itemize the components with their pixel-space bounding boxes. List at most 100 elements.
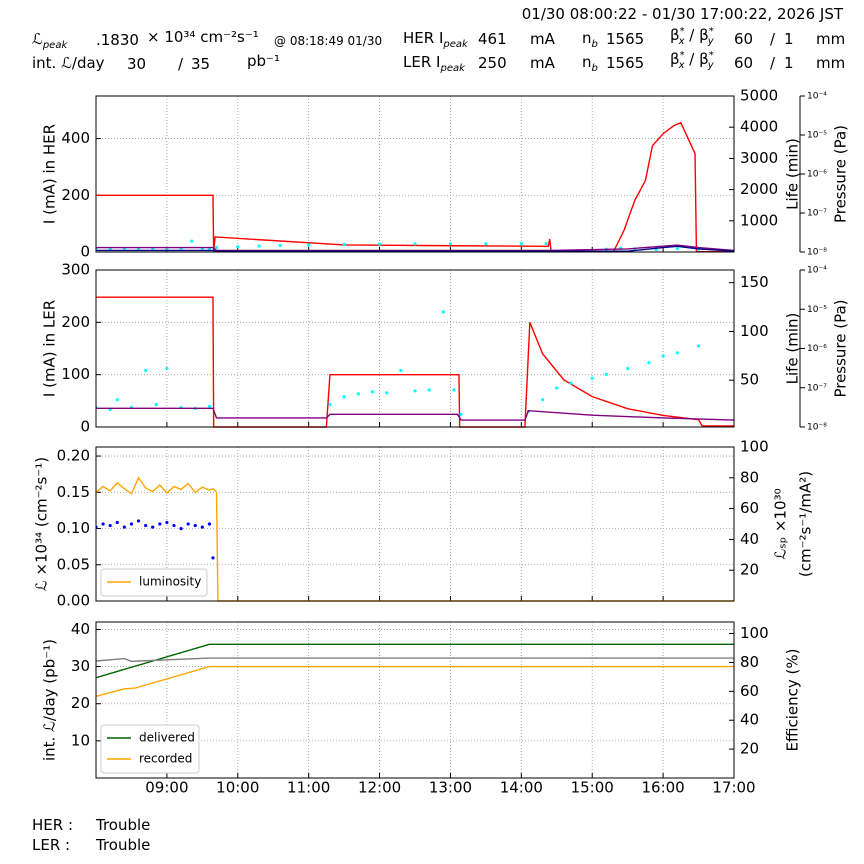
y-tick-label: 0.15 (57, 483, 90, 501)
y3-axis-label: Pressure (Pa) (832, 299, 850, 397)
beta-sub-y: y (707, 60, 714, 71)
y3-tick-label: 10⁻⁵ (807, 131, 827, 141)
beta-label: β*x / β*y (670, 26, 714, 47)
data-point (115, 398, 119, 402)
data-point (207, 522, 212, 526)
beta-symbol: β (670, 26, 680, 44)
y3-tick-label: 10⁻⁷ (807, 209, 827, 219)
data-point (158, 522, 162, 526)
y2-tick-label: 20 (740, 740, 759, 758)
int-total: 35 (191, 55, 211, 73)
y-tick-label: 0.20 (57, 447, 90, 465)
y-axis-label: ℒ ×10³⁴ (cm⁻²s⁻¹) (33, 457, 51, 591)
y3-tick-label: 10⁻⁴ (807, 92, 827, 102)
ring-current: 250 (478, 54, 507, 72)
lum-timestamp: @ 08:18:49 01/30 (274, 34, 383, 48)
y2-tick-label: 3000 (740, 149, 778, 167)
y3-axis-label: Pressure (Pa) (832, 125, 850, 223)
data-point (172, 523, 176, 528)
data-point (211, 556, 215, 560)
y2-tick-label: 150 (740, 273, 769, 291)
y2-tick-label: 60 (740, 499, 759, 517)
x-tick-label: 11:00 (287, 779, 330, 797)
label: ℒ (32, 30, 43, 48)
status-state: Trouble (96, 836, 151, 854)
int-label: int. ℒ/day (32, 54, 105, 72)
series-line (96, 244, 734, 252)
series-line (96, 121, 734, 253)
y-tick-label: 300 (61, 261, 90, 279)
beta-label: β*x / β*y (670, 50, 714, 71)
value-separator: / (770, 30, 776, 48)
y-axis-label: int. ℒ/day (pb⁻¹) (41, 639, 59, 761)
data-point (484, 242, 488, 246)
int-separator: / (178, 55, 184, 73)
ring-current-unit: mA (530, 30, 555, 48)
y2-tick-label: 50 (740, 371, 759, 389)
beta-sup: * (679, 50, 685, 61)
series-line (96, 476, 734, 602)
beta-x: 60 (734, 54, 754, 72)
y2-tick-label: 100 (740, 438, 769, 456)
data-point (541, 398, 545, 402)
beta-sub-x: x (678, 36, 685, 47)
plot-frame (95, 621, 735, 779)
y-tick-label: 0.05 (57, 555, 90, 573)
y-tick-label: 30 (71, 657, 90, 675)
data-point (179, 527, 183, 531)
y3-tick-label: 10⁻⁶ (807, 344, 827, 354)
data-point (377, 242, 382, 246)
ring-current-label: LER Ipeak (403, 53, 465, 74)
bunches-sub: b (591, 63, 598, 74)
bunches: 1565 (606, 30, 645, 48)
y3-tick-label: 10⁻⁶ (807, 170, 827, 180)
ring-name: LER (403, 53, 432, 71)
data-point (413, 389, 417, 393)
current-symbol: I (436, 53, 441, 71)
y2-tick-label: 40 (740, 530, 759, 548)
data-point (144, 523, 148, 528)
beta-symbol: β (699, 26, 709, 44)
data-point (200, 525, 204, 529)
beta-symbol: β (670, 50, 680, 68)
y-tick-label: 200 (61, 313, 90, 331)
series-line (96, 657, 734, 663)
data-point (193, 523, 197, 528)
data-point (151, 525, 155, 529)
data-point (129, 522, 134, 526)
y-axis-label: I (mA) in HER (41, 124, 59, 224)
beta-y: 1 (784, 30, 794, 48)
ring-current-unit: mA (530, 54, 555, 72)
data-point (214, 245, 219, 249)
data-point (136, 519, 141, 523)
series-line (96, 643, 734, 679)
data-point (459, 412, 463, 416)
data-point (569, 381, 573, 385)
y3-tick-label: 10⁻⁴ (807, 266, 827, 276)
y-tick-label: 100 (61, 365, 90, 383)
plot-frame (95, 95, 735, 253)
y-tick-label: 400 (61, 129, 90, 147)
data-point (257, 244, 261, 248)
current-sub: peak (440, 63, 465, 74)
y-tick-label: 40 (71, 620, 90, 638)
y2-tick-label: 2000 (740, 180, 778, 198)
current-sub: peak (443, 39, 468, 50)
data-point (452, 388, 456, 392)
bunches: 1565 (606, 54, 645, 72)
x-tick-label: 12:00 (358, 779, 401, 797)
y-tick-label: 0.00 (57, 592, 90, 610)
bunches-sub: b (591, 39, 598, 50)
data-point (154, 402, 158, 407)
data-point (441, 310, 445, 314)
x-tick-label: 09:00 (145, 779, 188, 797)
y-tick-label: 10 (71, 731, 90, 749)
legend-box (100, 568, 208, 597)
y2-tick-label: 40 (740, 711, 759, 729)
y-tick-label: 200 (61, 186, 90, 204)
x-tick-label: 16:00 (641, 779, 684, 797)
y2-tick-label: 100 (740, 624, 769, 642)
plot-frame (95, 269, 735, 428)
